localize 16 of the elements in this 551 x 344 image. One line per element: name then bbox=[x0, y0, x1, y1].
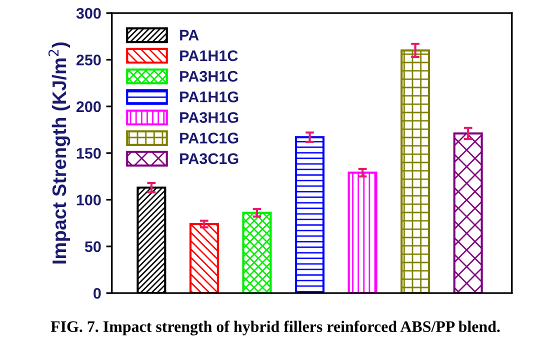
legend-label: PA3H1G bbox=[180, 112, 238, 123]
legend-label: PA1H1G bbox=[180, 92, 238, 102]
y-tick-label: 100 bbox=[76, 194, 101, 206]
y-axis-title: Impact Strength (KJ/m$^{2}$) bbox=[48, 42, 70, 264]
y-tick-label: 200 bbox=[76, 101, 101, 112]
y-tick-label: 300 bbox=[76, 8, 101, 19]
legend-label: PA bbox=[180, 30, 199, 40]
legend-label: PA1H1C bbox=[180, 50, 238, 62]
caption: FIG. 7. Impact strength of hybrid fillers reinforced ABS/PP blend. bbox=[50, 320, 500, 336]
y-tick-label: 150 bbox=[76, 148, 101, 159]
y-tick-label: 0 bbox=[94, 288, 101, 299]
y-tick-label: 250 bbox=[76, 54, 101, 66]
legend-label: PA1C1G bbox=[180, 132, 238, 144]
y-tick-label: 50 bbox=[84, 241, 101, 252]
legend-label: PA3H1C bbox=[180, 70, 238, 82]
legend-label: PA3C1G bbox=[180, 153, 238, 164]
